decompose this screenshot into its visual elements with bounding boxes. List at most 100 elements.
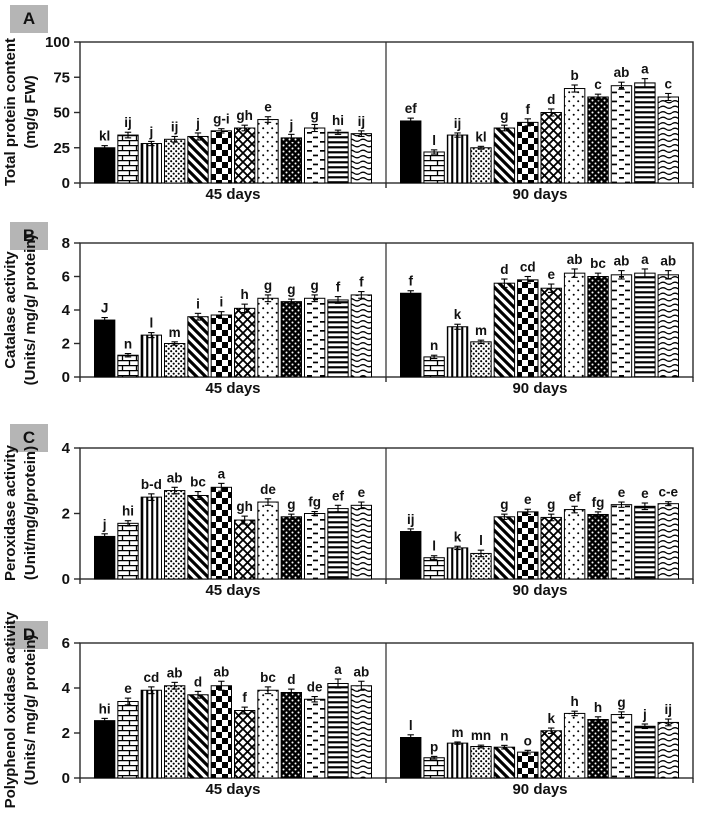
y-axis-label-a-line1: Total protein content [2, 37, 19, 187]
svg-text:g: g [500, 497, 508, 512]
svg-text:k: k [454, 529, 462, 544]
svg-text:g: g [264, 278, 272, 293]
svg-text:2: 2 [62, 506, 70, 523]
svg-text:p: p [430, 739, 438, 754]
svg-text:l: l [432, 133, 436, 148]
svg-text:k: k [454, 307, 462, 322]
svg-text:ab: ab [353, 664, 369, 679]
svg-text:ij: ij [358, 114, 366, 129]
svg-text:ab: ab [213, 664, 229, 679]
svg-text:ij: ij [124, 115, 132, 130]
svg-text:fg: fg [308, 495, 321, 510]
svg-text:h: h [571, 694, 579, 709]
svg-text:i: i [196, 296, 200, 311]
svg-text:b: b [571, 68, 579, 83]
svg-text:ef: ef [332, 488, 345, 503]
svg-text:0: 0 [62, 571, 70, 588]
y-axis-label-b-line1: Catalase activity [2, 251, 19, 369]
y-axis-label-b-line2: (Units/ mg/g/ protein) [22, 234, 40, 386]
svg-text:l: l [432, 539, 436, 554]
svg-text:j: j [102, 517, 107, 532]
svg-text:g: g [311, 278, 319, 293]
svg-text:i: i [219, 295, 223, 310]
svg-text:kl: kl [99, 129, 110, 144]
y-axis-label-c-line1: Peroxidase activity [2, 445, 19, 581]
svg-text:bc: bc [190, 475, 206, 490]
svg-text:l: l [149, 316, 153, 331]
svg-text:50: 50 [53, 105, 70, 122]
svg-text:e: e [124, 681, 132, 696]
svg-text:ef: ef [405, 101, 418, 116]
svg-text:g: g [287, 497, 295, 512]
svg-text:g: g [500, 108, 508, 123]
group-label-c-45days: 45 days [205, 582, 261, 599]
svg-text:hi: hi [122, 504, 134, 519]
svg-text:ab: ab [567, 252, 583, 267]
svg-text:bc: bc [260, 670, 276, 685]
svg-text:0: 0 [62, 369, 70, 386]
svg-text:j: j [288, 117, 293, 132]
svg-text:d: d [547, 92, 555, 107]
svg-text:kl: kl [475, 129, 486, 144]
svg-text:ab: ab [614, 65, 630, 80]
svg-text:2: 2 [62, 725, 70, 742]
svg-text:hi: hi [99, 701, 111, 716]
svg-text:ab: ab [167, 665, 183, 680]
svg-text:l: l [479, 533, 483, 548]
svg-text:f: f [242, 690, 247, 705]
group-label-a-45days: 45 days [205, 186, 261, 203]
svg-text:hi: hi [332, 113, 344, 128]
svg-text:m: m [169, 325, 181, 340]
svg-text:g: g [287, 282, 295, 297]
panel-tag-b: B [10, 222, 48, 250]
svg-text:e: e [641, 486, 649, 501]
svg-text:ij: ij [407, 512, 415, 527]
svg-text:ef: ef [569, 489, 582, 504]
svg-text:k: k [547, 711, 555, 726]
svg-text:n: n [500, 728, 508, 743]
svg-text:cd: cd [143, 670, 159, 685]
svg-text:m: m [475, 323, 487, 338]
svg-text:4: 4 [62, 680, 71, 697]
panel-tag-d: D [10, 621, 48, 649]
svg-text:e: e [618, 485, 626, 500]
svg-text:100: 100 [45, 34, 70, 51]
y-axis-label-b: Catalase activity (Units/ mg/g/ protein) [1, 210, 47, 410]
svg-text:ij: ij [454, 116, 462, 131]
svg-text:6: 6 [62, 635, 70, 652]
y-axis-label-d-line2: (Units/ mg/g/ protein) [22, 634, 40, 786]
svg-text:75: 75 [53, 69, 70, 86]
svg-text:a: a [334, 662, 342, 677]
svg-text:l: l [409, 718, 413, 733]
svg-text:ab: ab [167, 470, 183, 485]
group-label-d-90days: 90 days [512, 781, 568, 798]
svg-text:de: de [307, 680, 323, 695]
svg-text:f: f [336, 280, 341, 295]
svg-text:j: j [195, 116, 200, 131]
svg-text:e: e [264, 100, 272, 115]
panel-tag-a: A [10, 5, 48, 33]
svg-text:fg: fg [592, 495, 605, 510]
group-label-b-45days: 45 days [205, 380, 261, 397]
svg-text:c-e: c-e [659, 485, 679, 500]
svg-text:e: e [547, 267, 555, 282]
svg-text:o: o [524, 733, 532, 748]
svg-text:j: j [642, 707, 647, 722]
svg-text:e: e [524, 492, 532, 507]
svg-text:bc: bc [590, 256, 606, 271]
svg-text:0: 0 [62, 770, 70, 787]
group-label-a-90days: 90 days [512, 186, 568, 203]
svg-text:ij: ij [665, 702, 673, 717]
svg-text:m: m [452, 725, 464, 740]
svg-text:f: f [359, 275, 364, 290]
svg-text:e: e [358, 485, 366, 500]
svg-text:2: 2 [62, 336, 70, 353]
svg-text:0: 0 [62, 175, 70, 192]
svg-text:J: J [101, 301, 109, 316]
svg-text:mn: mn [471, 728, 491, 743]
y-axis-label-a: Total protein content (mg/g FW) [1, 12, 47, 212]
svg-text:n: n [124, 337, 132, 352]
svg-text:8: 8 [62, 235, 70, 252]
